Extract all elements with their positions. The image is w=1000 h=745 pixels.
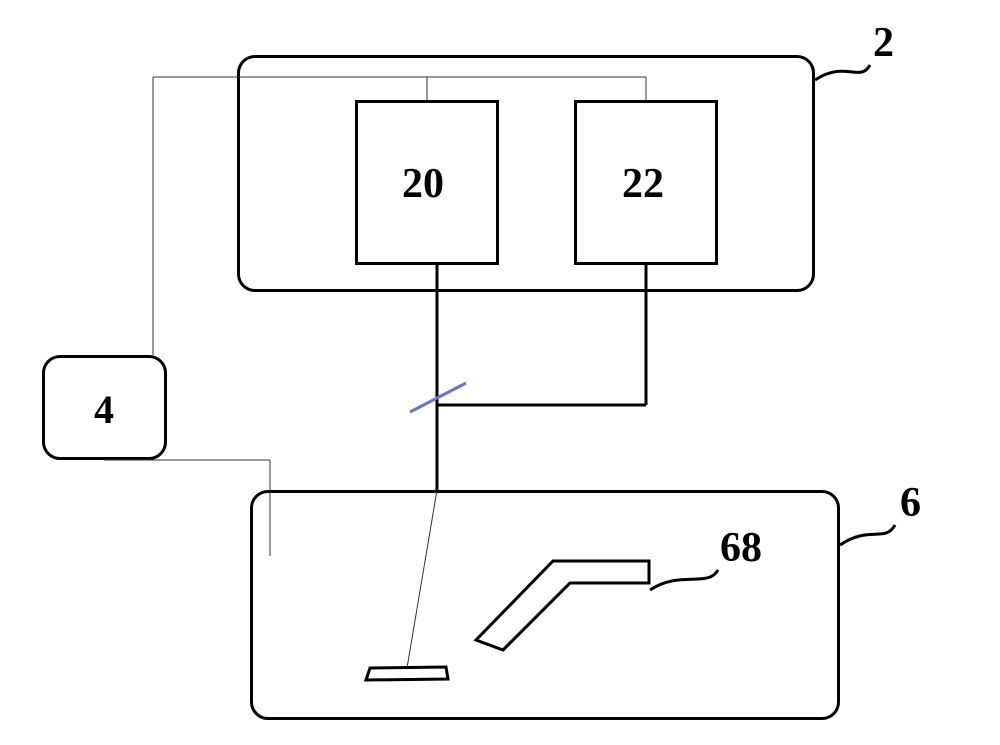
diagram: 20 22 4 2 6 68 [0,0,1000,745]
wiring [0,0,1000,745]
